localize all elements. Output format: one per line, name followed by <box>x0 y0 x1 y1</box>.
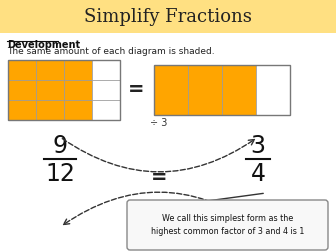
Bar <box>36 80 64 100</box>
Text: =: = <box>128 80 144 100</box>
Text: ÷ 3: ÷ 3 <box>150 118 168 128</box>
Bar <box>8 60 120 120</box>
Bar <box>64 60 92 80</box>
Bar <box>92 80 120 100</box>
Bar <box>36 60 64 80</box>
Bar <box>64 80 92 100</box>
Bar <box>64 100 92 120</box>
Bar <box>0 0 336 33</box>
Text: 3: 3 <box>251 134 265 158</box>
Text: 9: 9 <box>52 134 68 158</box>
Bar <box>154 65 290 115</box>
Bar <box>256 65 290 115</box>
Text: Development: Development <box>7 40 80 50</box>
Bar <box>92 60 120 80</box>
Text: 12: 12 <box>45 162 75 186</box>
Bar <box>8 80 36 100</box>
Bar <box>8 60 36 80</box>
Text: Simplify Fractions: Simplify Fractions <box>84 8 252 26</box>
Bar <box>92 100 120 120</box>
Text: The same amount of each diagram is shaded.: The same amount of each diagram is shade… <box>7 47 215 56</box>
FancyBboxPatch shape <box>127 200 328 250</box>
Text: We call this simplest form as the
highest common factor of 3 and 4 is 1: We call this simplest form as the highes… <box>151 214 304 236</box>
Bar <box>222 65 256 115</box>
Text: 4: 4 <box>251 162 265 186</box>
Bar <box>8 100 36 120</box>
Bar <box>36 100 64 120</box>
Bar <box>154 65 188 115</box>
Text: =: = <box>151 169 167 187</box>
Bar <box>188 65 222 115</box>
